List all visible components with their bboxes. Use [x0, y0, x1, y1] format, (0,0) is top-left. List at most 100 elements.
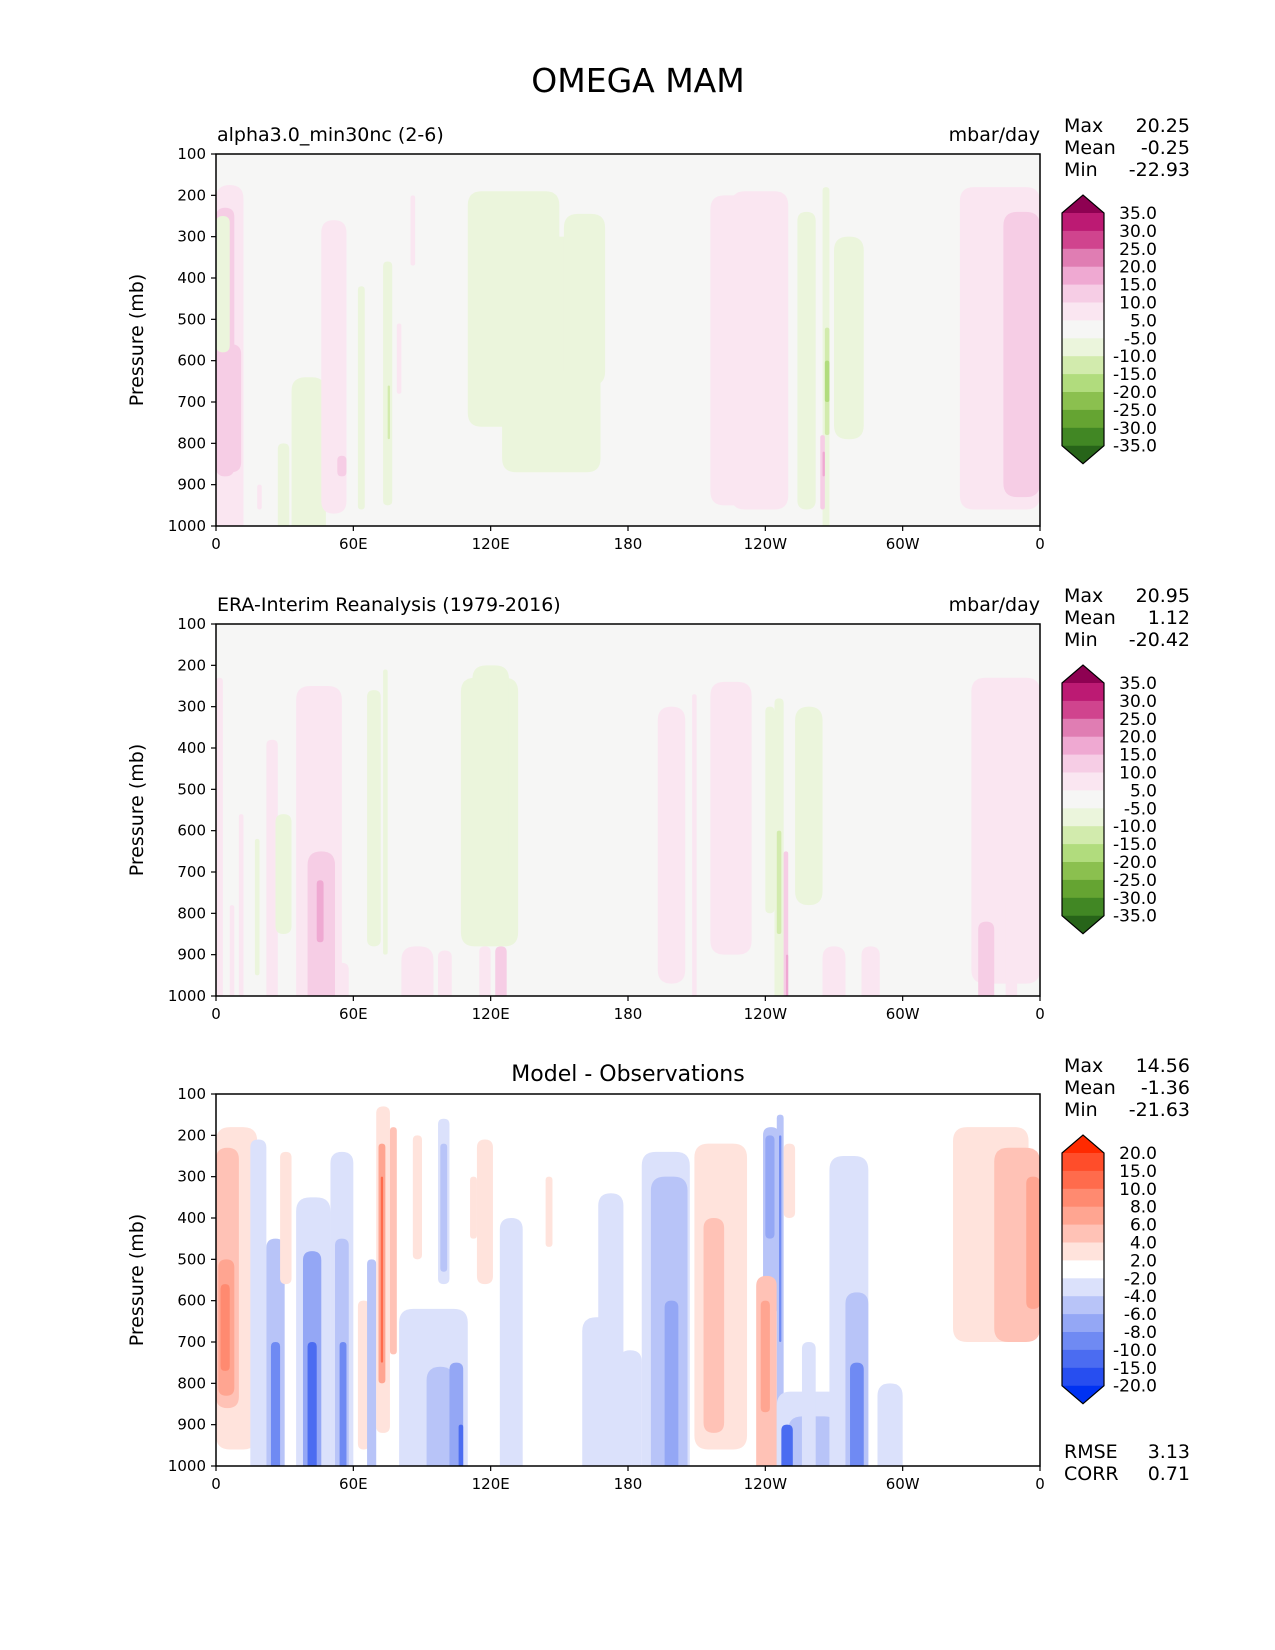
colorbar-tick-label: -15.0	[1113, 1359, 1157, 1379]
x-tick-label: 60W	[886, 1005, 920, 1023]
colorbar-outline	[1061, 664, 1105, 935]
contour-region	[760, 1300, 770, 1413]
colorbar-tick-label: 15.0	[1119, 1162, 1157, 1182]
y-tick-label: 200	[177, 186, 206, 204]
x-tick-label: 120E	[472, 1475, 510, 1493]
contour-region	[383, 669, 388, 955]
colorbar-segment	[1062, 1314, 1104, 1333]
colorbar-segment	[1062, 1367, 1104, 1387]
contour-fields	[216, 185, 1040, 526]
stat-label: Max	[1064, 1055, 1103, 1077]
colorbar-segment	[1062, 338, 1104, 357]
contour-region	[783, 1143, 796, 1218]
x-tick-label: 0	[1035, 1475, 1045, 1493]
contour-region	[765, 706, 775, 914]
panel-obs: 100 200 300 400 500 600 700 800 900 1000 0 60E 120E 1…	[126, 585, 1190, 1023]
colorbar-tick-label: 15.0	[1119, 276, 1157, 296]
y-tick-label: 100	[177, 615, 206, 633]
stat-value: 3.13	[1148, 1441, 1190, 1463]
colorbar-tick-label: -10.0	[1113, 347, 1157, 367]
colorbar-tick-label: 8.0	[1130, 1198, 1157, 1218]
contour-region	[238, 814, 244, 996]
colorbar-tick-label: -30.0	[1113, 419, 1157, 439]
contour-fields	[216, 1106, 1040, 1466]
colorbar-tick-label: 20.0	[1119, 728, 1157, 748]
y-tick-label: 500	[177, 1250, 206, 1268]
y-axis-label: Pressure (mb)	[126, 744, 148, 877]
contour-region	[479, 946, 491, 996]
contour-region	[367, 690, 381, 947]
stat-value: 20.95	[1136, 585, 1190, 607]
y-tick-label: 700	[177, 393, 206, 411]
colorbar-segment	[1062, 1224, 1104, 1243]
contour-region	[470, 1176, 477, 1239]
colorbar-extend-min	[1062, 1385, 1104, 1404]
colorbar-segment	[1062, 754, 1104, 773]
contour-region	[266, 739, 278, 996]
colorbar-segment	[1062, 1206, 1104, 1226]
colorbar-tick-label: -35.0	[1113, 437, 1157, 457]
contour-region	[412, 1135, 422, 1260]
colorbar-extend-max	[1062, 195, 1104, 213]
contour-region	[401, 946, 434, 996]
colorbar: 35.030.025.020.015.010.05.0-5.0-10.0-15.…	[1061, 664, 1157, 935]
colorbar-segment	[1062, 700, 1104, 720]
stat-value: 20.25	[1136, 115, 1190, 137]
colorbar-tick-label: -2.0	[1124, 1269, 1157, 1289]
colorbar-segment	[1062, 790, 1104, 809]
colorbar-extend-max	[1062, 665, 1104, 683]
colorbar-tick-label: -15.0	[1113, 835, 1157, 855]
colorbar-tick-label: -6.0	[1124, 1305, 1157, 1325]
colorbar-extend-min	[1062, 445, 1104, 464]
contour-region	[978, 921, 995, 996]
stat-value: 1.12	[1148, 607, 1190, 629]
colorbar-tick-label: 35.0	[1119, 674, 1157, 694]
y-tick-label: 800	[177, 904, 206, 922]
panel-diff: 100 200 300 400 500 600 700 800 900 1000 0 60E 120E 1…	[126, 1055, 1190, 1493]
contour-region	[383, 261, 393, 506]
colorbar: 35.030.025.020.015.010.05.0-5.0-10.0-15.…	[1061, 194, 1157, 465]
colorbar-segment	[1062, 718, 1104, 738]
y-tick-label: 900	[177, 1416, 206, 1434]
colorbar-tick-label: -25.0	[1113, 871, 1157, 891]
colorbar-segment	[1062, 772, 1104, 791]
contour-region	[495, 946, 507, 996]
contour-region	[795, 706, 823, 906]
x-tick-label: 180	[614, 1005, 643, 1023]
colorbar-outline	[1061, 194, 1105, 465]
y-tick-label: 100	[177, 145, 206, 163]
colorbar-segment	[1062, 683, 1104, 702]
y-tick-label: 800	[177, 1374, 206, 1392]
stat-value: 14.56	[1136, 1055, 1190, 1077]
contour-region	[563, 213, 606, 386]
colorbar-tick-label: 30.0	[1119, 692, 1157, 712]
x-tick-label: 60E	[339, 1475, 368, 1493]
colorbar-tick-label: -25.0	[1113, 401, 1157, 421]
y-tick-label: 1000	[168, 987, 206, 1005]
x-tick-label: 120W	[744, 1005, 788, 1023]
colorbar-tick-label: -20.0	[1113, 853, 1157, 873]
contour-region	[257, 484, 262, 510]
colorbar-segment	[1062, 356, 1104, 375]
colorbar-tick-label: 5.0	[1130, 781, 1157, 801]
y-tick-label: 300	[177, 1168, 206, 1186]
colorbar-tick-label: 25.0	[1119, 240, 1157, 260]
contour-region	[877, 1383, 903, 1466]
colorbar-segment	[1062, 284, 1104, 303]
colorbar-segment	[1062, 1188, 1104, 1208]
panel-units: mbar/day	[949, 594, 1040, 616]
x-tick-label: 120E	[472, 1005, 510, 1023]
colorbar-tick-label: -5.0	[1124, 799, 1157, 819]
contour-region	[335, 962, 349, 996]
x-tick-label: 0	[1035, 535, 1045, 553]
figure-title: OMEGA MAM	[531, 61, 744, 100]
colorbar-segment	[1062, 1260, 1104, 1279]
colorbar-segment	[1062, 862, 1104, 881]
contour-region	[776, 830, 782, 934]
colorbar-segment	[1062, 1170, 1104, 1190]
contour-region	[657, 706, 686, 984]
y-tick-label: 600	[177, 1292, 206, 1310]
contour-region	[822, 451, 825, 477]
contour-region	[396, 323, 402, 394]
y-tick-label: 100	[177, 1085, 206, 1103]
